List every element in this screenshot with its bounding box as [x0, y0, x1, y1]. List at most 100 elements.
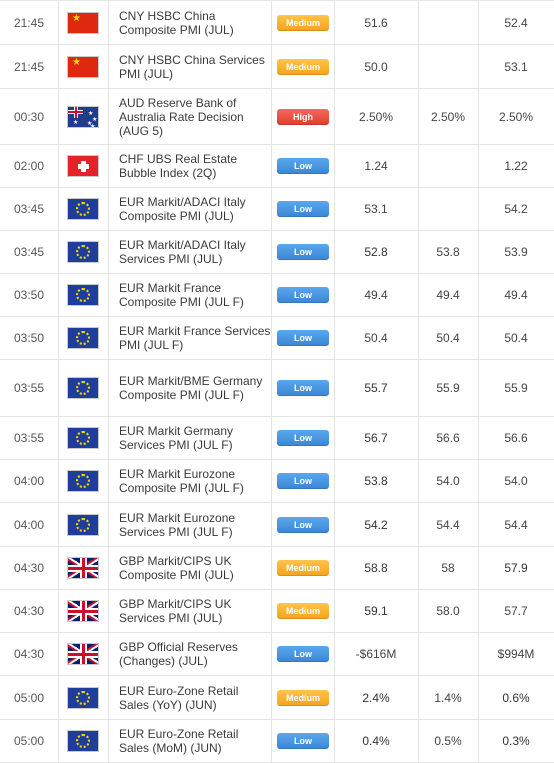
previous-cell: 53.9 — [478, 231, 554, 273]
forecast-value: 56.6 — [436, 431, 460, 445]
actual-value: 52.8 — [364, 245, 388, 259]
actual-value: 58.8 — [364, 561, 388, 575]
forecast-cell — [418, 45, 479, 88]
event-cell: CNY HSBC China Services PMI (JUL) — [108, 45, 272, 88]
event-cell: EUR Markit France Composite PMI (JUL F) — [108, 274, 272, 316]
eu-flag-icon — [67, 513, 99, 536]
forecast-value: 49.4 — [436, 288, 460, 302]
table-row: 04:00 EUR Markit Eurozone Services PMI (… — [0, 503, 554, 547]
forecast-cell: 54.4 — [418, 503, 479, 546]
event-name: EUR Markit Germany Services PMI (JUL F) — [119, 424, 234, 452]
importance-badge: Low — [277, 287, 329, 303]
gb-flag-icon — [67, 557, 99, 579]
forecast-value: 2.50% — [430, 109, 466, 124]
importance-cell: Low — [272, 460, 335, 502]
event-name: EUR Markit/ADACI Italy Services PMI (JUL… — [119, 238, 246, 266]
previous-cell: 56.6 — [478, 417, 554, 459]
importance-badge: Medium — [277, 560, 329, 576]
table-row: 04:30 GBP Markit/CIPS UK Services PMI (J… — [0, 590, 554, 633]
event-time: 04:30 — [13, 604, 45, 618]
importance-cell: Low — [272, 503, 335, 546]
event-time: 03:55 — [13, 381, 45, 395]
importance-badge: Medium — [277, 603, 329, 619]
event-cell: EUR Markit/ADACI Italy Services PMI (JUL… — [108, 231, 272, 273]
event-time: 04:00 — [13, 517, 45, 532]
actual-cell: 56.7 — [334, 417, 419, 459]
actual-value: 2.4% — [362, 690, 390, 705]
table-row: 04:30 GBP Official Reserves (Changes) (J… — [0, 633, 554, 676]
forecast-value: 1.4% — [434, 690, 462, 705]
forecast-cell — [418, 1, 479, 44]
eu-flag-icon — [67, 427, 99, 449]
previous-cell: 0.3% — [478, 720, 554, 762]
importance-cell: Low — [272, 720, 335, 762]
gb-flag-icon — [67, 600, 99, 622]
importance-cell: Medium — [272, 547, 335, 589]
forecast-cell — [418, 188, 479, 230]
importance-cell: Medium — [272, 676, 335, 719]
event-time: 04:30 — [13, 647, 45, 661]
event-time: 05:00 — [13, 734, 45, 748]
flag-cell — [58, 231, 109, 273]
table-row: 05:00 EUR Euro-Zone Retail Sales (YoY) (… — [0, 676, 554, 720]
flag-cell — [58, 274, 109, 316]
event-cell: AUD Reserve Bank of Australia Rate Decis… — [108, 89, 272, 144]
previous-cell: 54.0 — [478, 460, 554, 502]
flag-cell — [58, 590, 109, 632]
actual-value: 49.4 — [364, 288, 388, 302]
actual-cell: 54.2 — [334, 503, 419, 546]
importance-cell: Low — [272, 145, 335, 187]
actual-cell: 49.4 — [334, 274, 419, 316]
previous-cell: 52.4 — [478, 1, 554, 44]
eu-flag-icon — [67, 686, 99, 709]
actual-cell: 53.8 — [334, 460, 419, 502]
importance-cell: Medium — [272, 1, 335, 44]
flag-cell — [58, 547, 109, 589]
previous-value: 50.4 — [504, 331, 528, 345]
importance-cell: Low — [272, 633, 335, 675]
time-cell: 03:45 — [0, 188, 59, 230]
flag-cell — [58, 676, 109, 719]
forecast-value: 54.4 — [436, 517, 460, 532]
actual-cell: 51.6 — [334, 1, 419, 44]
forecast-value: 0.5% — [434, 734, 462, 748]
previous-value: 53.9 — [504, 245, 528, 259]
event-cell: EUR Markit/BME Germany Composite PMI (JU… — [108, 360, 272, 416]
previous-value: 53.1 — [504, 59, 528, 74]
importance-badge: Low — [277, 158, 329, 174]
event-time: 21:45 — [13, 59, 45, 74]
event-name: EUR Markit France Services PMI (JUL F) — [119, 324, 271, 352]
previous-cell: 1.22 — [478, 145, 554, 187]
eu-flag-icon — [67, 198, 99, 220]
time-cell: 04:30 — [0, 633, 59, 675]
actual-value: 51.6 — [364, 15, 388, 30]
actual-value: 2.50% — [358, 109, 394, 124]
event-cell: GBP Markit/CIPS UK Composite PMI (JUL) — [108, 547, 272, 589]
au-flag-icon: ★ ★ ★ ★ ★ — [67, 105, 99, 128]
flag-cell — [58, 460, 109, 502]
time-cell: 03:45 — [0, 231, 59, 273]
importance-cell: Low — [272, 274, 335, 316]
event-cell: EUR Markit France Services PMI (JUL F) — [108, 317, 272, 359]
cn-flag-icon — [67, 55, 99, 78]
flag-cell — [58, 720, 109, 762]
event-time: 02:00 — [13, 159, 45, 173]
actual-cell: 52.8 — [334, 231, 419, 273]
event-cell: GBP Official Reserves (Changes) (JUL) — [108, 633, 272, 675]
table-row: 03:55 EUR Markit Germany Services PMI (J… — [0, 417, 554, 460]
event-cell: EUR Markit Germany Services PMI (JUL F) — [108, 417, 272, 459]
forecast-value: 54.0 — [436, 474, 460, 488]
previous-cell: 49.4 — [478, 274, 554, 316]
actual-value: 53.1 — [364, 202, 388, 216]
forecast-value: 58 — [441, 561, 455, 575]
table-row: 21:45 CNY HSBC China Services PMI (JUL) … — [0, 45, 554, 89]
table-row: 04:30 GBP Markit/CIPS UK Composite PMI (… — [0, 547, 554, 590]
importance-badge: Low — [277, 380, 329, 396]
forecast-cell: 0.5% — [418, 720, 479, 762]
table-row: 05:00 EUR Euro-Zone Retail Sales (MoM) (… — [0, 720, 554, 763]
event-name: EUR Euro-Zone Retail Sales (MoM) (JUN) — [119, 727, 239, 755]
actual-value: 54.2 — [364, 517, 388, 532]
previous-value: 54.2 — [504, 202, 528, 216]
event-cell: CNY HSBC China Composite PMI (JUL) — [108, 1, 272, 44]
forecast-cell: 1.4% — [418, 676, 479, 719]
